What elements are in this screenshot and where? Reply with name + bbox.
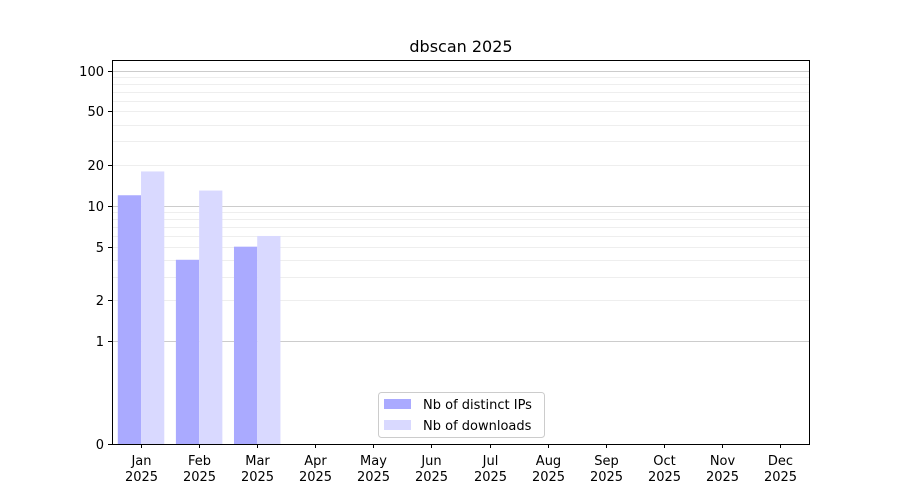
y-tick-label: 5 — [96, 241, 104, 256]
bar — [257, 235, 281, 444]
y-tick-label: 1 — [96, 335, 104, 350]
x-tick-label: Apr 2025 — [299, 454, 332, 485]
x-tick-label: Jul 2025 — [474, 454, 507, 485]
bar — [175, 259, 200, 444]
legend-swatch-distinct-ips — [384, 399, 411, 409]
legend-label-downloads: Nb of downloads — [423, 419, 532, 434]
x-tick-label: Sep 2025 — [590, 454, 623, 485]
legend-label-distinct-ips: Nb of distinct IPs — [423, 398, 532, 413]
x-tick-label: Jun 2025 — [415, 454, 448, 485]
bars — [117, 171, 281, 444]
plot-frame — [112, 60, 810, 445]
bar — [141, 171, 165, 444]
x-tick-label: May 2025 — [357, 454, 390, 485]
y-axis: 0 1 2 5 10 20 50 100 — [79, 65, 112, 453]
bar — [233, 246, 258, 444]
chart-title: dbscan 2025 — [409, 37, 512, 56]
grid — [112, 71, 809, 342]
legend-swatch-downloads — [384, 420, 411, 430]
y-tick-label: 20 — [87, 159, 104, 174]
x-tick-label: Nov 2025 — [706, 454, 739, 485]
x-tick-label: Dec 2025 — [764, 454, 797, 485]
x-tick-label: Jan 2025 — [125, 454, 158, 485]
y-tick-label: 2 — [96, 294, 104, 309]
y-tick-label: 100 — [79, 65, 104, 80]
y-tick-label: 0 — [96, 438, 104, 453]
x-tick-label: Aug 2025 — [532, 454, 565, 485]
y-tick-label: 50 — [87, 105, 104, 120]
x-tick-label: Oct 2025 — [648, 454, 681, 485]
y-tick-label: 10 — [87, 200, 104, 215]
legend: Nb of distinct IPs Nb of downloads — [378, 392, 545, 438]
bar — [199, 190, 223, 444]
bar — [117, 195, 142, 444]
legend-box — [378, 392, 545, 438]
x-axis: Jan 2025 Feb 2025 Mar 2025 Apr 2025 May 2025 Jun 20… — [125, 444, 797, 485]
x-tick-label: Mar 2025 — [241, 454, 274, 485]
x-tick-label: Feb 2025 — [183, 454, 216, 485]
